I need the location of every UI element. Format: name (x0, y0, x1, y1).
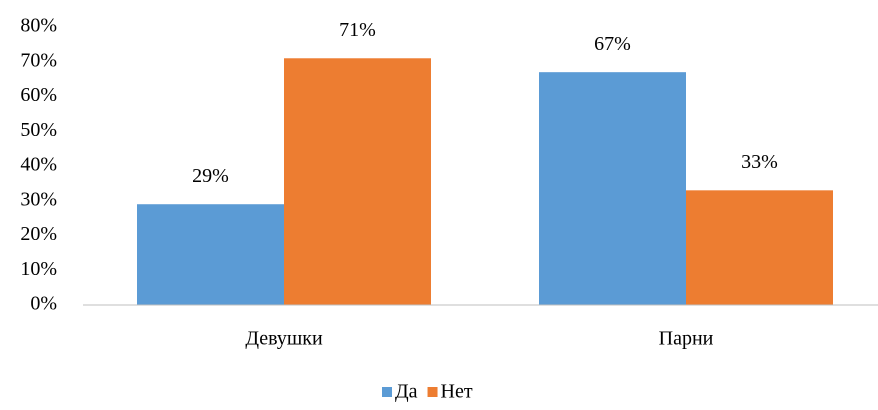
y-tick-label: 40% (20, 154, 57, 176)
data-label: 33% (741, 151, 778, 173)
legend-label: Нет (441, 381, 473, 403)
legend-swatch (382, 387, 392, 397)
bar (686, 190, 833, 305)
y-tick-label: 80% (20, 15, 57, 37)
y-tick-label: 70% (20, 49, 57, 71)
data-label: 71% (339, 19, 376, 41)
data-label: 67% (594, 33, 631, 55)
bar (539, 72, 686, 305)
y-tick-label: 10% (20, 258, 57, 280)
bar (284, 58, 431, 306)
y-tick-label: 30% (20, 188, 57, 210)
legend-label: Да (395, 381, 418, 403)
y-tick-label: 50% (20, 119, 57, 141)
data-label: 29% (192, 165, 229, 187)
x-tick-label: Парни (659, 328, 714, 350)
y-tick-label: 0% (30, 293, 57, 315)
bar (137, 204, 284, 305)
x-tick-label: Девушки (245, 328, 323, 350)
y-tick-label: 60% (20, 84, 57, 106)
y-tick-label: 20% (20, 223, 57, 245)
legend-swatch (427, 387, 438, 397)
